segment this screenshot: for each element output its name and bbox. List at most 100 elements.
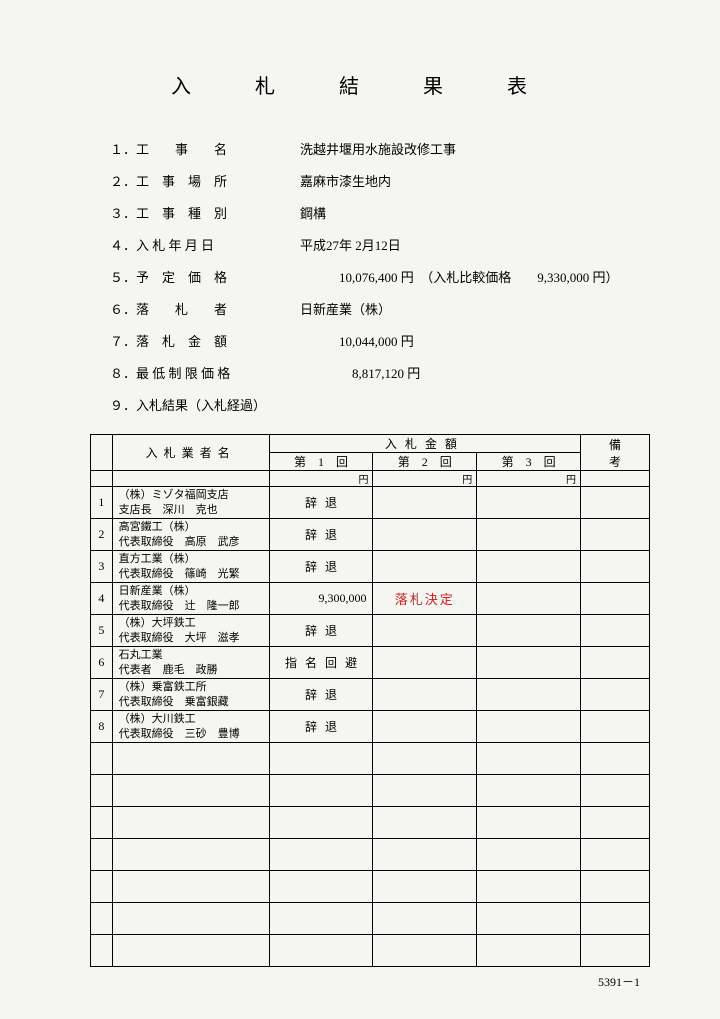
col-header-note: 備考 <box>580 435 649 471</box>
info-row: １．工 事 名洗越井堰用水施設改修工事 <box>110 139 660 158</box>
note-cell <box>580 487 649 519</box>
info-row: ８．最 低 制 限 価 格 8,817,120 円 <box>110 363 660 382</box>
table-row: 2高宮鐵工（株）代表取締役 高原 武彦辞退 <box>91 519 650 551</box>
yen-unit-row: 円円円 <box>91 471 650 487</box>
info-list: １．工 事 名洗越井堰用水施設改修工事２．工 事 場 所嘉麻市漆生地内３．工 事… <box>110 139 660 414</box>
info-row: ２．工 事 場 所嘉麻市漆生地内 <box>110 171 660 190</box>
info-row: ６．落 札 者日新産業（株） <box>110 299 660 318</box>
round3-value <box>477 647 581 679</box>
yen-label: 円 <box>477 471 581 487</box>
round2-value <box>373 519 477 551</box>
table-container: 入札業者名 入札金額 備考 第 1 回 第 2 回 第 3 回 円円円1（株）ミ… <box>90 434 650 967</box>
bidder-name: 直方工業（株）代表取締役 篠崎 光繁 <box>112 551 269 583</box>
page-title: 入 札 結 果 表 <box>60 70 660 99</box>
table-row: 1（株）ミゾタ福岡支店支店長 深川 克也辞退 <box>91 487 650 519</box>
col-header-round2: 第 2 回 <box>373 453 477 471</box>
table-row: 3直方工業（株）代表取締役 篠崎 光繁辞退 <box>91 551 650 583</box>
info-row: ７．落 札 金 額 10,044,000 円 <box>110 331 660 350</box>
round3-value <box>477 679 581 711</box>
round3-value <box>477 551 581 583</box>
bidder-name: 石丸工業代表者 鹿毛 政勝 <box>112 647 269 679</box>
col-header-amount: 入札金額 <box>269 435 580 453</box>
row-number: 8 <box>91 711 113 743</box>
info-value: 10,076,400 円 （入札比較価格 9,330,000 円） <box>300 267 619 286</box>
info-label: ５．予 定 価 格 <box>110 267 300 286</box>
info-label: ８．最 低 制 限 価 格 <box>110 363 300 382</box>
round2-value <box>373 487 477 519</box>
round2-value <box>373 679 477 711</box>
round2-value <box>373 615 477 647</box>
round3-value <box>477 583 581 615</box>
decision-label: 落札決定 <box>373 583 477 615</box>
info-value: 8,817,120 円 <box>300 363 420 382</box>
col-header-round1: 第 1 回 <box>269 453 373 471</box>
yen-label: 円 <box>269 471 373 487</box>
table-row <box>91 743 650 775</box>
round1-value: 辞退 <box>269 711 373 743</box>
info-value: 洗越井堰用水施設改修工事 <box>300 139 456 158</box>
round1-value: 辞退 <box>269 615 373 647</box>
row-number: 6 <box>91 647 113 679</box>
yen-label: 円 <box>373 471 477 487</box>
info-row: ５．予 定 価 格 10,076,400 円 （入札比較価格 9,330,000… <box>110 267 660 286</box>
info-label: ９．入札結果（入札経過） <box>110 395 300 414</box>
note-cell <box>580 711 649 743</box>
table-row: 6石丸工業代表者 鹿毛 政勝指名回避 <box>91 647 650 679</box>
note-cell <box>580 679 649 711</box>
col-header-num <box>91 435 113 471</box>
table-row: 4日新産業（株）代表取締役 辻 隆一郎9,300,000落札決定 <box>91 583 650 615</box>
table-row <box>91 807 650 839</box>
info-value: 嘉麻市漆生地内 <box>300 171 391 190</box>
note-cell <box>580 583 649 615</box>
round1-value: 指名回避 <box>269 647 373 679</box>
round2-value <box>373 647 477 679</box>
round1-value: 9,300,000 <box>269 583 373 615</box>
round1-value: 辞退 <box>269 487 373 519</box>
row-number: 7 <box>91 679 113 711</box>
table-row: 5（株）大坪鉄工代表取締役 大坪 滋孝辞退 <box>91 615 650 647</box>
col-header-bidder: 入札業者名 <box>112 435 269 471</box>
info-label: ６．落 札 者 <box>110 299 300 318</box>
info-label: １．工 事 名 <box>110 139 300 158</box>
info-label: ７．落 札 金 額 <box>110 331 300 350</box>
bidder-name: （株）ミゾタ福岡支店支店長 深川 克也 <box>112 487 269 519</box>
round3-value <box>477 487 581 519</box>
note-cell <box>580 615 649 647</box>
table-row: 7（株）乗富鉄工所代表取締役 乗富銀藏辞退 <box>91 679 650 711</box>
row-number: 3 <box>91 551 113 583</box>
row-number: 5 <box>91 615 113 647</box>
info-row: ４．入 札 年 月 日平成27年 2月12日 <box>110 235 660 254</box>
footer-id: 5391－1 <box>60 973 640 990</box>
bidder-name: （株）大坪鉄工代表取締役 大坪 滋孝 <box>112 615 269 647</box>
info-label: ３．工 事 種 別 <box>110 203 300 222</box>
info-label: ４．入 札 年 月 日 <box>110 235 300 254</box>
bidder-name: 高宮鐵工（株）代表取締役 高原 武彦 <box>112 519 269 551</box>
info-value: 鋼構 <box>300 203 326 222</box>
round2-value <box>373 711 477 743</box>
note-cell <box>580 551 649 583</box>
round1-value: 辞退 <box>269 679 373 711</box>
info-row: ３．工 事 種 別鋼構 <box>110 203 660 222</box>
table-row <box>91 775 650 807</box>
info-label: ２．工 事 場 所 <box>110 171 300 190</box>
round3-value <box>477 615 581 647</box>
info-row: ９．入札結果（入札経過） <box>110 395 660 414</box>
table-row <box>91 935 650 967</box>
round2-value <box>373 551 477 583</box>
round3-value <box>477 711 581 743</box>
table-row <box>91 839 650 871</box>
col-header-round3: 第 3 回 <box>477 453 581 471</box>
page: 入 札 結 果 表 １．工 事 名洗越井堰用水施設改修工事２．工 事 場 所嘉麻… <box>0 0 720 1010</box>
info-value: 10,044,000 円 <box>300 331 414 350</box>
table-body: 円円円1（株）ミゾタ福岡支店支店長 深川 克也辞退2高宮鐵工（株）代表取締役 高… <box>91 471 650 967</box>
row-number: 4 <box>91 583 113 615</box>
info-value: 平成27年 2月12日 <box>300 235 401 254</box>
row-number: 1 <box>91 487 113 519</box>
info-value: 日新産業（株） <box>300 299 391 318</box>
round1-value: 辞退 <box>269 519 373 551</box>
table-row <box>91 903 650 935</box>
bidder-name: 日新産業（株）代表取締役 辻 隆一郎 <box>112 583 269 615</box>
bidder-name: （株）乗富鉄工所代表取締役 乗富銀藏 <box>112 679 269 711</box>
bid-result-table: 入札業者名 入札金額 備考 第 1 回 第 2 回 第 3 回 円円円1（株）ミ… <box>90 434 650 967</box>
round3-value <box>477 519 581 551</box>
